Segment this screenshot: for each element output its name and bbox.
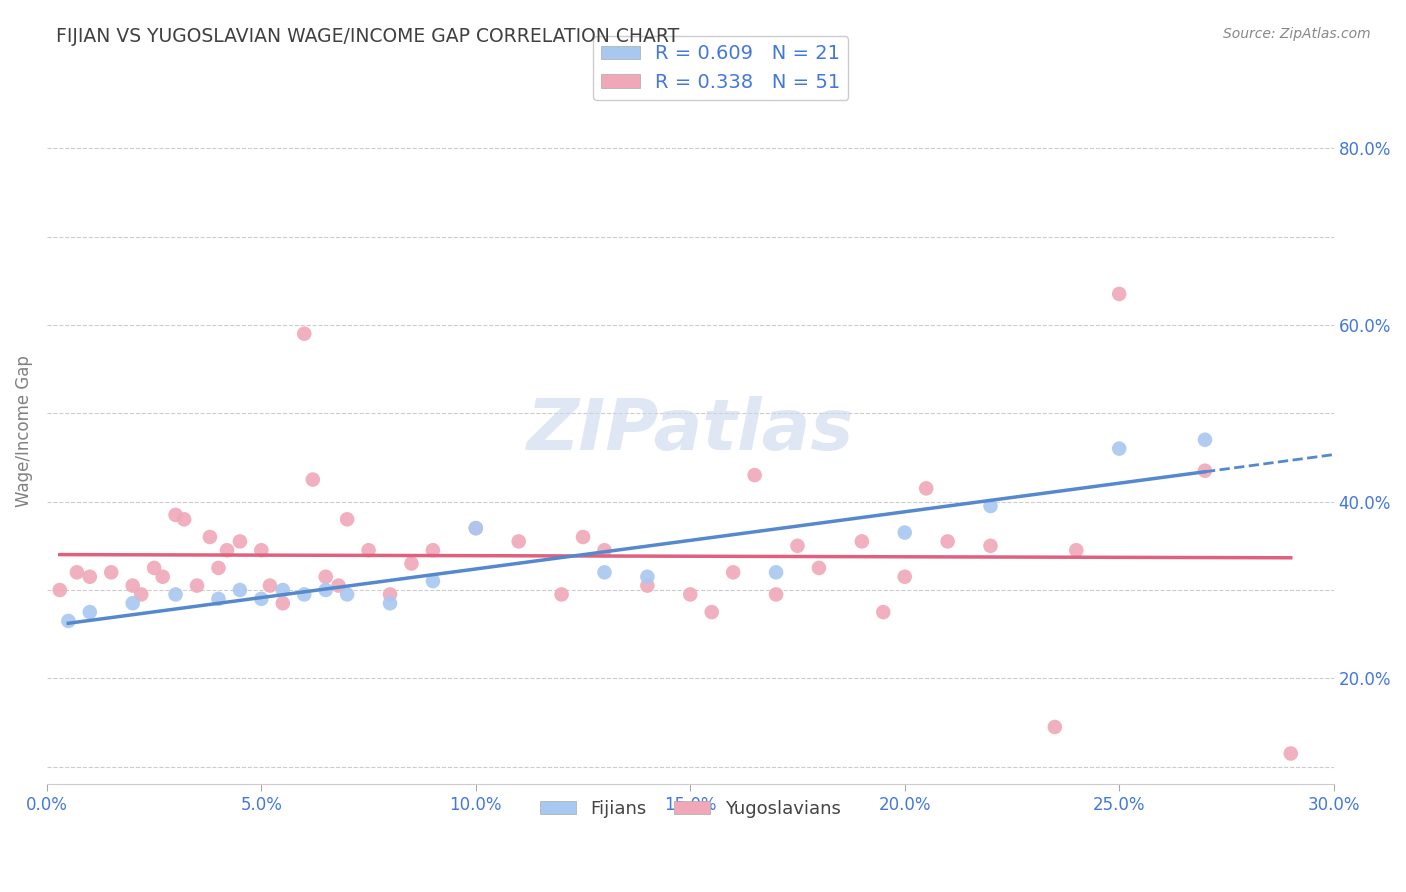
Point: [229, 582, 252, 597]
Point: [807, 561, 830, 575]
Point: [215, 543, 238, 558]
Point: [173, 512, 195, 526]
Point: [79, 570, 101, 584]
Point: [229, 534, 252, 549]
Text: ZIPatlas: ZIPatlas: [527, 396, 853, 466]
Point: [66, 566, 89, 580]
Point: [378, 587, 401, 601]
Point: [508, 534, 530, 549]
Point: [915, 482, 938, 496]
Point: [315, 570, 337, 584]
Point: [271, 596, 294, 610]
Point: [357, 543, 380, 558]
Point: [422, 543, 444, 558]
Point: [250, 591, 273, 606]
Point: [1194, 433, 1216, 447]
Point: [207, 561, 229, 575]
Point: [301, 473, 323, 487]
Legend: Fijians, Yugoslavians: Fijians, Yugoslavians: [533, 792, 848, 825]
Point: [1194, 464, 1216, 478]
Point: [593, 566, 616, 580]
Point: [550, 587, 572, 601]
Point: [893, 570, 915, 584]
Point: [464, 521, 486, 535]
Point: [129, 587, 152, 601]
Point: [786, 539, 808, 553]
Point: [292, 326, 315, 341]
Point: [679, 587, 702, 601]
Point: [336, 512, 359, 526]
Point: [207, 591, 229, 606]
Point: [401, 557, 423, 571]
Point: [636, 578, 658, 592]
Point: [872, 605, 894, 619]
Y-axis label: Wage/Income Gap: Wage/Income Gap: [15, 355, 32, 507]
Point: [422, 574, 444, 589]
Point: [893, 525, 915, 540]
Point: [700, 605, 723, 619]
Point: [259, 578, 281, 592]
Point: [765, 587, 787, 601]
Point: [165, 508, 187, 522]
Point: [121, 596, 143, 610]
Point: [936, 534, 959, 549]
Point: [121, 578, 143, 592]
Point: [198, 530, 221, 544]
Point: [336, 587, 359, 601]
Point: [79, 605, 101, 619]
Point: [58, 614, 80, 628]
Point: [572, 530, 595, 544]
Point: [1108, 442, 1130, 456]
Point: [721, 566, 744, 580]
Point: [49, 582, 72, 597]
Point: [979, 539, 1001, 553]
Point: [143, 561, 166, 575]
Point: [744, 468, 766, 483]
Point: [1279, 747, 1302, 761]
Point: [100, 566, 122, 580]
Point: [292, 587, 315, 601]
Point: [765, 566, 787, 580]
Text: Source: ZipAtlas.com: Source: ZipAtlas.com: [1223, 27, 1371, 41]
Point: [1064, 543, 1087, 558]
Point: [1108, 287, 1130, 301]
Point: [328, 578, 350, 592]
Point: [315, 582, 337, 597]
Point: [1043, 720, 1066, 734]
Point: [979, 499, 1001, 513]
Point: [271, 582, 294, 597]
Point: [636, 570, 658, 584]
Text: FIJIAN VS YUGOSLAVIAN WAGE/INCOME GAP CORRELATION CHART: FIJIAN VS YUGOSLAVIAN WAGE/INCOME GAP CO…: [56, 27, 679, 45]
Point: [464, 521, 486, 535]
Point: [152, 570, 174, 584]
Point: [593, 543, 616, 558]
Point: [851, 534, 873, 549]
Point: [378, 596, 401, 610]
Point: [250, 543, 273, 558]
Point: [186, 578, 208, 592]
Point: [165, 587, 187, 601]
